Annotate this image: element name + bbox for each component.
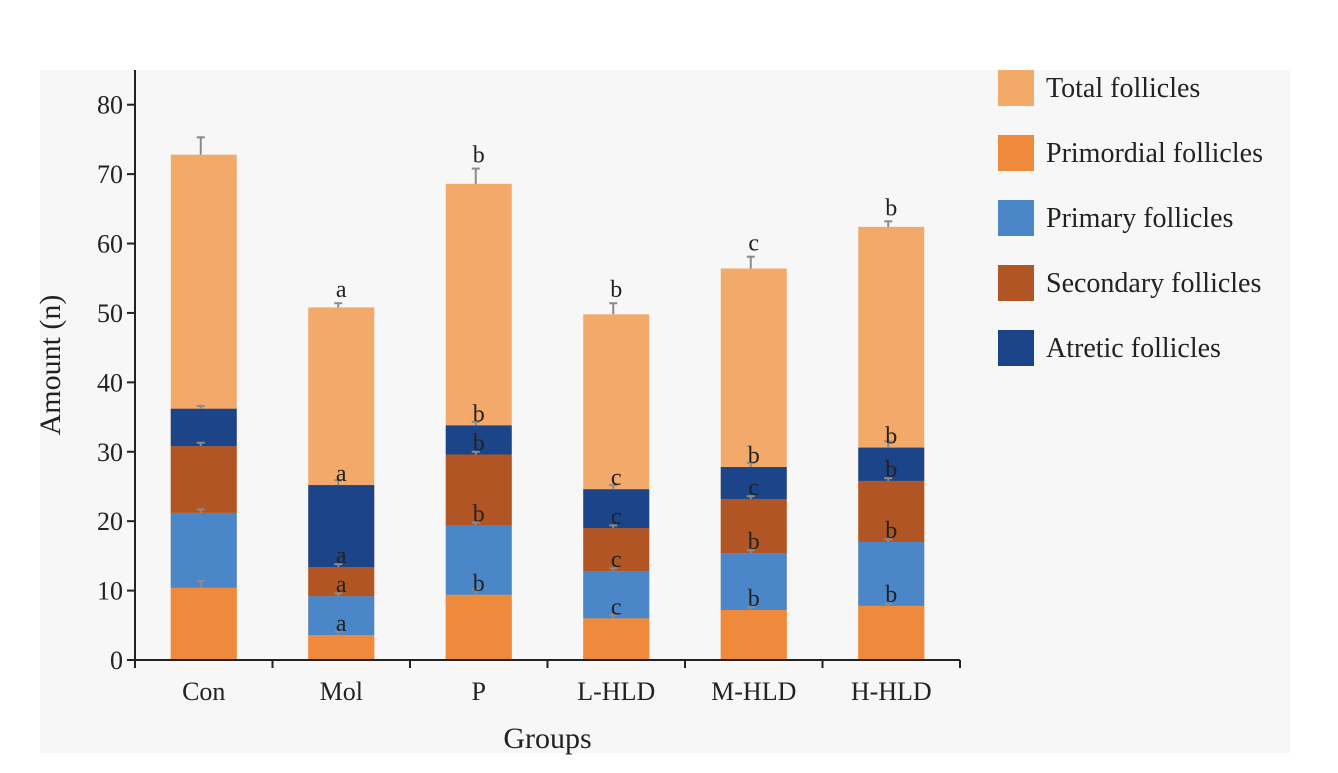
y-tick-label-80: 80 (97, 91, 123, 120)
bar-primary-follicles-h-hld (858, 542, 925, 606)
sig-label-primordial-follicles-m-hld: b (748, 586, 760, 612)
bar-atretic-follicles-p (445, 425, 512, 455)
bar-primordial-follicles-p (445, 594, 512, 660)
sig-label-atretic-follicles-m-hld: b (748, 443, 760, 469)
sig-label-secondary-follicles-h-hld: b (885, 457, 897, 483)
bar-primary-follicles-mol (308, 596, 375, 636)
bar-secondary-follicles-m-hld (720, 498, 787, 554)
bar-primary-follicles-con (170, 512, 237, 588)
bar-secondary-follicles-mol (308, 566, 375, 597)
sig-label-secondary-follicles-m-hld: c (748, 475, 759, 501)
legend-label-atretic-follicles: Atretic follicles (1046, 333, 1221, 364)
bar-secondary-follicles-h-hld (858, 480, 925, 542)
legend-swatch-total-follicles (998, 70, 1034, 106)
x-tick-label-con: Con (182, 677, 225, 706)
sig-label-primary-follicles-mol: a (336, 572, 347, 598)
bar-primordial-follicles-m-hld (720, 610, 787, 660)
bar-atretic-follicles-l-hld (583, 489, 650, 529)
legend: Total follicles Primordial follicles Prima… (998, 70, 1263, 366)
sig-label-primordial-follicles-p: b (473, 571, 485, 597)
bar-primary-follicles-m-hld (720, 553, 787, 611)
sig-label-secondary-follicles-p: b (473, 431, 485, 457)
bar-atretic-follicles-h-hld (858, 447, 925, 481)
sig-label-total-m-hld: c (748, 231, 759, 257)
y-tick-label-20: 20 (97, 507, 123, 536)
bar-primordial-follicles-l-hld (583, 618, 650, 660)
y-tick-label-10: 10 (97, 577, 123, 606)
y-tick-label-40: 40 (97, 368, 123, 397)
legend-label-secondary-follicles: Secondary follicles (1046, 268, 1261, 299)
sig-label-atretic-follicles-l-hld: c (611, 465, 622, 491)
legend-label-primary-follicles: Primary follicles (1046, 203, 1233, 234)
x-axis-title: Groups (503, 722, 591, 755)
x-tick-label-mol: Mol (320, 677, 363, 706)
legend-label-total-follicles: Total follicles (1046, 73, 1200, 104)
bar-primordial-follicles-con (170, 587, 237, 660)
sig-label-primordial-follicles-h-hld: b (885, 582, 897, 608)
sig-label-primary-follicles-m-hld: b (748, 529, 760, 555)
error-bars (196, 136, 893, 636)
x-tick-label-p: P (472, 677, 486, 706)
bar-atretic-follicles-m-hld (720, 467, 787, 499)
legend-swatch-primary-follicles (998, 200, 1034, 236)
sig-label-primordial-follicles-mol: a (336, 611, 347, 637)
sig-label-primary-follicles-p: b (473, 501, 485, 527)
sig-label-total-mol: a (336, 277, 347, 303)
bar-primary-follicles-p (445, 525, 512, 595)
bar-atretic-follicles-con (170, 408, 237, 447)
sig-label-atretic-follicles-mol: a (336, 461, 347, 487)
axes: 0 10 20 30 40 50 60 70 80 Con Mol P L-HLD M-HLD H-HLD (97, 70, 961, 706)
sig-label-secondary-follicles-l-hld: c (611, 504, 622, 530)
y-tick-label-50: 50 (97, 299, 123, 328)
sig-label-total-p: b (473, 143, 485, 169)
legend-swatch-primordial-follicles (998, 135, 1034, 171)
sig-label-atretic-follicles-p: b (473, 401, 485, 427)
x-tick-label-l-hld: L-HLD (577, 677, 655, 706)
sig-label-primordial-follicles-l-hld: c (611, 594, 622, 620)
sig-label-atretic-follicles-h-hld: b (885, 424, 897, 450)
bar-primordial-follicles-h-hld (858, 605, 925, 660)
legend-swatch-secondary-follicles (998, 265, 1034, 301)
sig-label-total-h-hld: b (885, 195, 897, 221)
legend-swatch-atretic-follicles (998, 330, 1034, 366)
bar-primary-follicles-l-hld (583, 571, 650, 619)
sig-label-secondary-follicles-mol: a (336, 543, 347, 569)
y-tick-label-60: 60 (97, 230, 123, 259)
figure-background (40, 70, 1290, 753)
sig-label-total-l-hld: b (610, 277, 622, 303)
y-axis-title: Amount (n) (34, 295, 67, 436)
legend-label-primordial-follicles: Primordial follicles (1046, 138, 1263, 169)
bar-secondary-follicles-con (170, 446, 237, 513)
y-tick-label-30: 30 (97, 438, 123, 467)
y-tick-label-0: 0 (110, 646, 123, 675)
bar-atretic-follicles-mol (308, 485, 375, 567)
x-tick-label-h-hld: H-HLD (851, 677, 932, 706)
x-tick-label-m-hld: M-HLD (711, 677, 796, 706)
bar-secondary-follicles-l-hld (583, 528, 650, 572)
sig-label-primary-follicles-h-hld: b (885, 518, 897, 544)
sig-label-primary-follicles-l-hld: c (611, 547, 622, 573)
y-tick-label-70: 70 (97, 160, 123, 189)
bar-secondary-follicles-p (445, 454, 512, 526)
bar-primordial-follicles-mol (308, 635, 375, 660)
